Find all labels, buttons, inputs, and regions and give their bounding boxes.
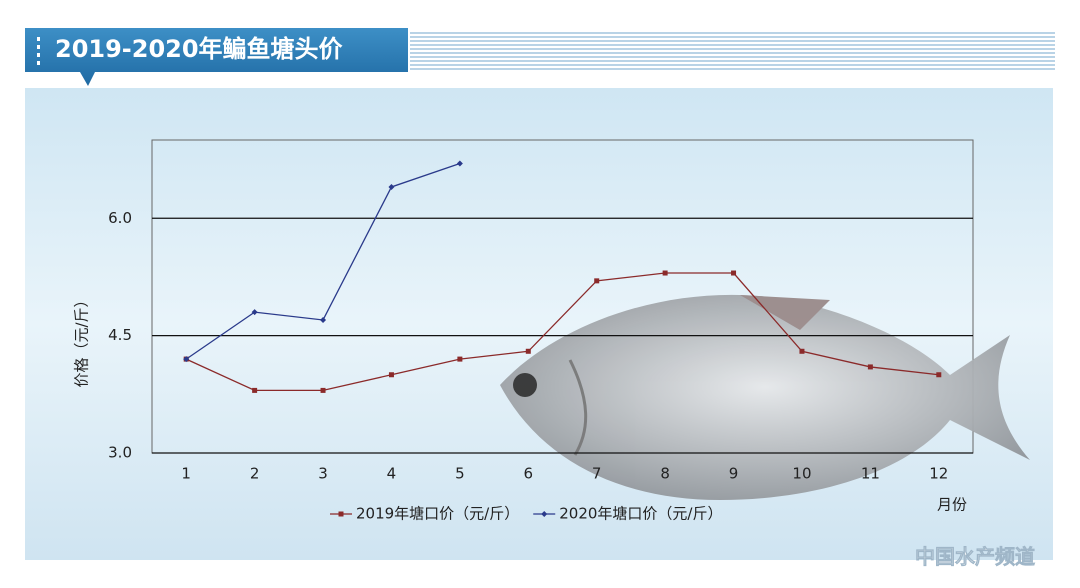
data-point xyxy=(525,348,531,354)
legend-label: 2019年塘口价（元/斤） xyxy=(356,505,519,523)
data-point xyxy=(320,387,326,393)
x-tick-label: 11 xyxy=(861,465,880,483)
data-point xyxy=(252,387,258,393)
x-tick-label: 7 xyxy=(592,465,602,483)
legend-marker xyxy=(541,511,548,517)
x-axis-title: 月份 xyxy=(937,496,967,514)
y-axis-title: 价格（元/斤） xyxy=(73,292,91,387)
data-point xyxy=(594,278,600,284)
header-stripes xyxy=(410,30,1055,70)
series-line xyxy=(185,272,939,392)
fish-illustration xyxy=(500,294,1030,500)
data-point xyxy=(799,348,805,354)
data-point xyxy=(183,356,190,363)
x-tick-label: 5 xyxy=(455,465,465,483)
x-tick-label: 8 xyxy=(660,465,670,483)
panel-background xyxy=(25,88,1053,560)
legend-label: 2020年塘口价（元/斤） xyxy=(559,505,722,523)
title-tab xyxy=(25,28,408,86)
y-tick-label: 6.0 xyxy=(108,209,132,227)
data-point xyxy=(662,270,668,276)
data-point xyxy=(457,356,463,362)
chart-title: 2019-2020年鳊鱼塘头价 xyxy=(55,35,344,63)
x-tick-label: 1 xyxy=(181,465,191,483)
data-point xyxy=(456,160,463,167)
x-tick-label: 10 xyxy=(792,465,811,483)
x-tick-label: 6 xyxy=(524,465,534,483)
x-tick-label: 2 xyxy=(250,465,260,483)
legend-marker xyxy=(338,511,344,517)
data-point xyxy=(731,270,737,276)
x-tick-label: 12 xyxy=(929,465,948,483)
data-point xyxy=(251,309,258,316)
watermark: 中国水产频道 xyxy=(915,545,1035,569)
data-point xyxy=(320,316,327,323)
x-tick-label: 9 xyxy=(729,465,739,483)
x-tick-label: 4 xyxy=(387,465,397,483)
data-point xyxy=(936,372,942,378)
data-point xyxy=(867,364,873,370)
y-tick-label: 4.5 xyxy=(108,326,132,344)
data-point xyxy=(388,372,394,378)
title-dots xyxy=(37,37,40,65)
data-point xyxy=(388,183,395,190)
y-tick-label: 3.0 xyxy=(108,444,132,462)
x-tick-label: 3 xyxy=(318,465,328,483)
